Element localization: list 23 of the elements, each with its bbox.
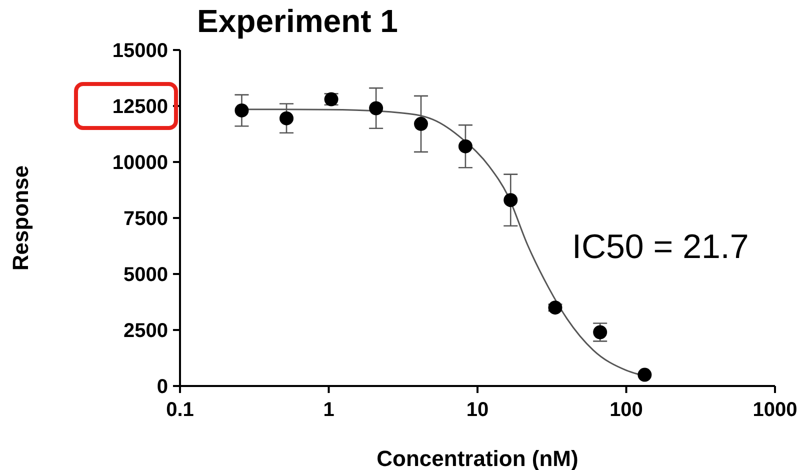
point: [369, 101, 384, 116]
chart-title: Experiment 1: [197, 3, 398, 39]
y-tick-label: 12500: [112, 96, 168, 118]
y-tick-label: 5000: [124, 264, 168, 286]
point: [504, 193, 518, 208]
point: [638, 368, 652, 382]
annotation: IC50 = 21.7: [572, 228, 749, 266]
x-tick-label: 1: [323, 399, 334, 421]
point: [280, 111, 294, 126]
y-tick-label: 10000: [112, 152, 168, 174]
y-axis-title: Response: [8, 165, 33, 271]
y-tick-label: 2500: [124, 320, 168, 342]
x-tick-label: 1000: [752, 399, 798, 421]
point: [548, 300, 562, 315]
y-tick-label: 0: [156, 376, 168, 398]
point: [234, 103, 249, 118]
x-tick-label: 100: [610, 399, 643, 421]
x-tick-label: 0.1: [166, 399, 194, 421]
point: [414, 116, 428, 131]
y-tick-label: 7500: [124, 208, 168, 230]
y-tick-label: 15000: [112, 40, 168, 62]
point: [458, 139, 472, 154]
x-tick-label: 10: [466, 399, 489, 421]
